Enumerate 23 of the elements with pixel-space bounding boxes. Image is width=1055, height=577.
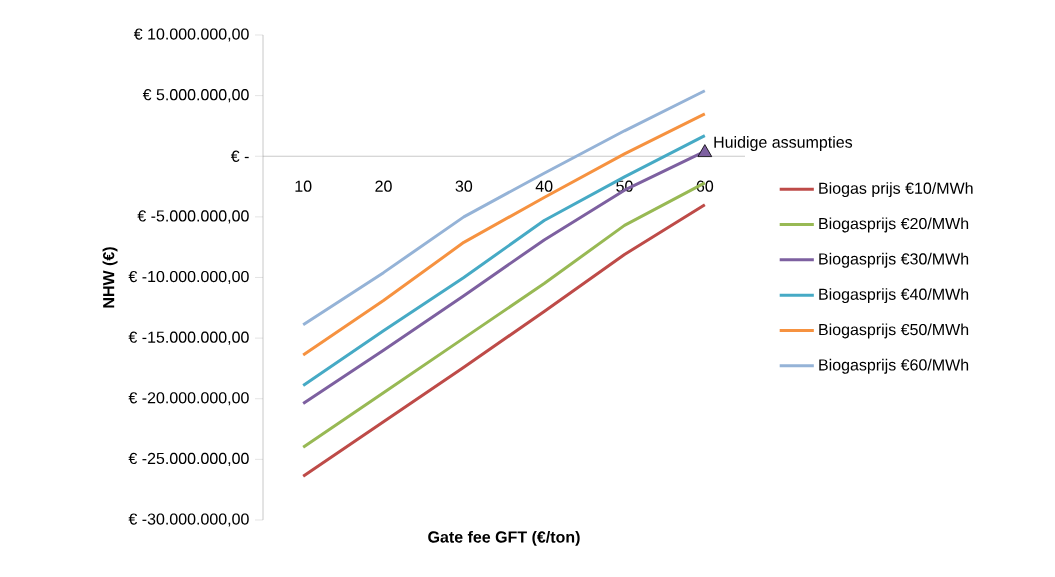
y-tick-label: € -30.000.000,00 bbox=[128, 513, 249, 527]
line-series bbox=[301, 203, 707, 478]
annotation: Huidige assumpties bbox=[714, 136, 853, 152]
x-axis-title: Gate fee GFT (€/ton) bbox=[428, 530, 580, 546]
x-tick-label: 20 bbox=[375, 180, 392, 192]
x-tick-label: 10 bbox=[295, 180, 312, 192]
y-axis-title: NHW (€) bbox=[102, 247, 118, 308]
y-tick-label: € - bbox=[230, 150, 249, 162]
x-tick-label: 30 bbox=[455, 180, 473, 192]
legend-label: Biogasprijs €60/MWh bbox=[819, 358, 969, 374]
y-tick-label: € -15.000.000,00 bbox=[128, 331, 249, 345]
legend-label: Biogasprijs €40/MWh bbox=[819, 288, 969, 304]
legend-label: Biogasprijs €20/MWh bbox=[819, 217, 969, 233]
y-tick-label: € 5.000.000,00 bbox=[142, 89, 249, 103]
x-tick-label: 40 bbox=[535, 180, 553, 192]
y-tick-label: € -5.000.000,00 bbox=[137, 210, 249, 224]
y-tick-label: € -25.000.000,00 bbox=[128, 452, 249, 466]
y-tick-label: € -10.000.000,00 bbox=[128, 270, 249, 285]
y-tick-label: € 10.000.000,00 bbox=[133, 28, 249, 42]
legend-label: Biogas prijs €10/MWh bbox=[819, 182, 973, 198]
y-tick-label: € -20.000.000,00 bbox=[128, 392, 249, 406]
legend-label: Biogasprijs €50/MWh bbox=[819, 323, 969, 339]
legend-label: Biogasprijs €30/MWh bbox=[819, 252, 969, 268]
